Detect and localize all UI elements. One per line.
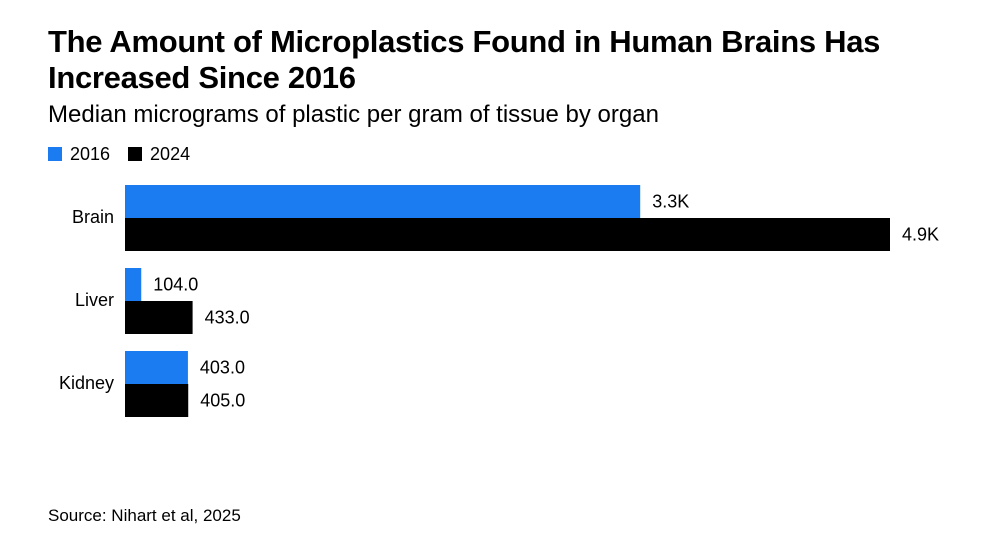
legend-item-2024: 2024 <box>128 142 190 166</box>
legend-swatch-2024 <box>128 147 143 161</box>
chart-subtitle: Median micrograms of plastic per gram of… <box>48 101 659 128</box>
data-label-kidney-2016: 403.0 <box>200 357 245 377</box>
data-label-brain-2016: 3.3K <box>652 191 689 211</box>
source-note: Source: Nihart et al, 2025 <box>48 506 241 525</box>
data-label-brain-2024: 4.9K <box>902 224 939 244</box>
legend: 2016 2024 <box>48 142 208 166</box>
legend-label-2024: 2024 <box>150 144 191 164</box>
data-label-liver-2024: 433.0 <box>205 307 250 327</box>
legend-label-2016: 2016 <box>70 144 111 164</box>
bar-liver-2024 <box>125 301 193 334</box>
category-label-kidney: Kidney <box>59 373 114 393</box>
bar-kidney-2016 <box>125 351 188 384</box>
category-label-liver: Liver <box>75 290 114 310</box>
bar-liver-2016 <box>125 268 142 301</box>
chart-title: The Amount of Microplastics Found in Hum… <box>48 24 881 95</box>
bar-brain-2016 <box>125 185 641 218</box>
bar-brain-2024 <box>125 218 890 251</box>
data-label-liver-2016: 104.0 <box>153 274 198 294</box>
category-label-brain: Brain <box>72 207 114 227</box>
legend-swatch-2016 <box>48 147 62 161</box>
data-label-kidney-2024: 405.0 <box>200 390 245 410</box>
bar-kidney-2024 <box>125 384 189 417</box>
legend-item-2016: 2016 <box>48 142 110 166</box>
